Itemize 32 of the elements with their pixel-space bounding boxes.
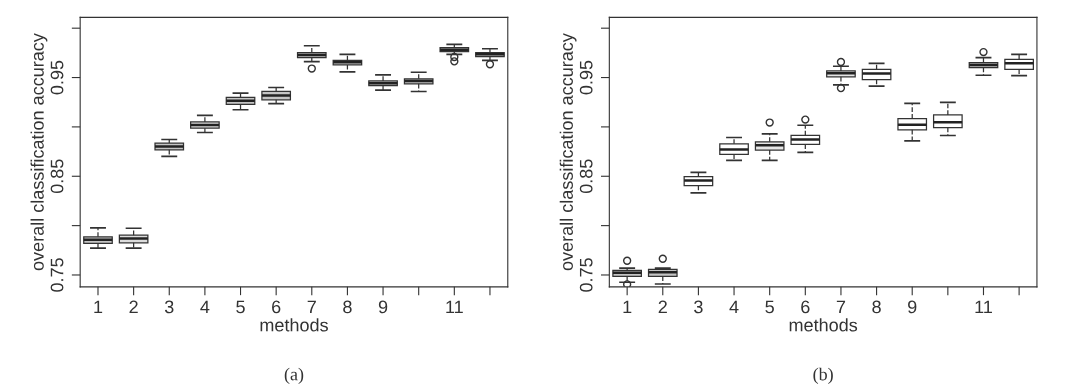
x-tick-label: 1: [94, 300, 103, 314]
y-tick-label: 0.75: [50, 258, 64, 292]
x-tick-label: 9: [378, 300, 388, 314]
y-tick-label: 0.85: [579, 159, 593, 194]
y-tick-label: 0.75: [579, 258, 593, 292]
y-tick-label: 0.95: [579, 60, 593, 95]
x-tick-label: 11: [446, 300, 463, 314]
x-tick-label: 7: [836, 300, 846, 314]
x-tick-label: 5: [236, 300, 245, 314]
x-tick-label: 2: [658, 300, 667, 314]
y-axis-title: overall classification accuracy: [30, 33, 48, 271]
x-tick-label: 6: [272, 300, 281, 314]
x-axis-title: methods: [260, 318, 328, 332]
x-tick-label: 8: [872, 300, 881, 314]
y-axis-title: overall classification accuracy: [559, 33, 577, 271]
x-tick-label: 4: [200, 300, 210, 314]
x-tick-label: 4: [729, 300, 739, 314]
text: (a): [284, 367, 304, 385]
x-axis-title: methods: [789, 318, 858, 332]
x-tick-label: 6: [801, 300, 810, 314]
y-tick-label: 0.95: [50, 60, 64, 95]
x-tick-label: 11: [975, 300, 992, 314]
x-tick-label: 7: [307, 300, 316, 314]
x-tick-label: 8: [343, 300, 352, 314]
y-tick-label: 0.85: [50, 159, 64, 194]
x-tick-label: 5: [765, 300, 774, 314]
x-tick-label: 1: [623, 300, 632, 314]
x-tick-label: 2: [129, 300, 138, 314]
text: (b): [813, 367, 833, 385]
x-tick-label: 9: [908, 300, 917, 314]
x-tick-label: 3: [164, 300, 174, 314]
x-tick-label: 3: [694, 300, 703, 314]
